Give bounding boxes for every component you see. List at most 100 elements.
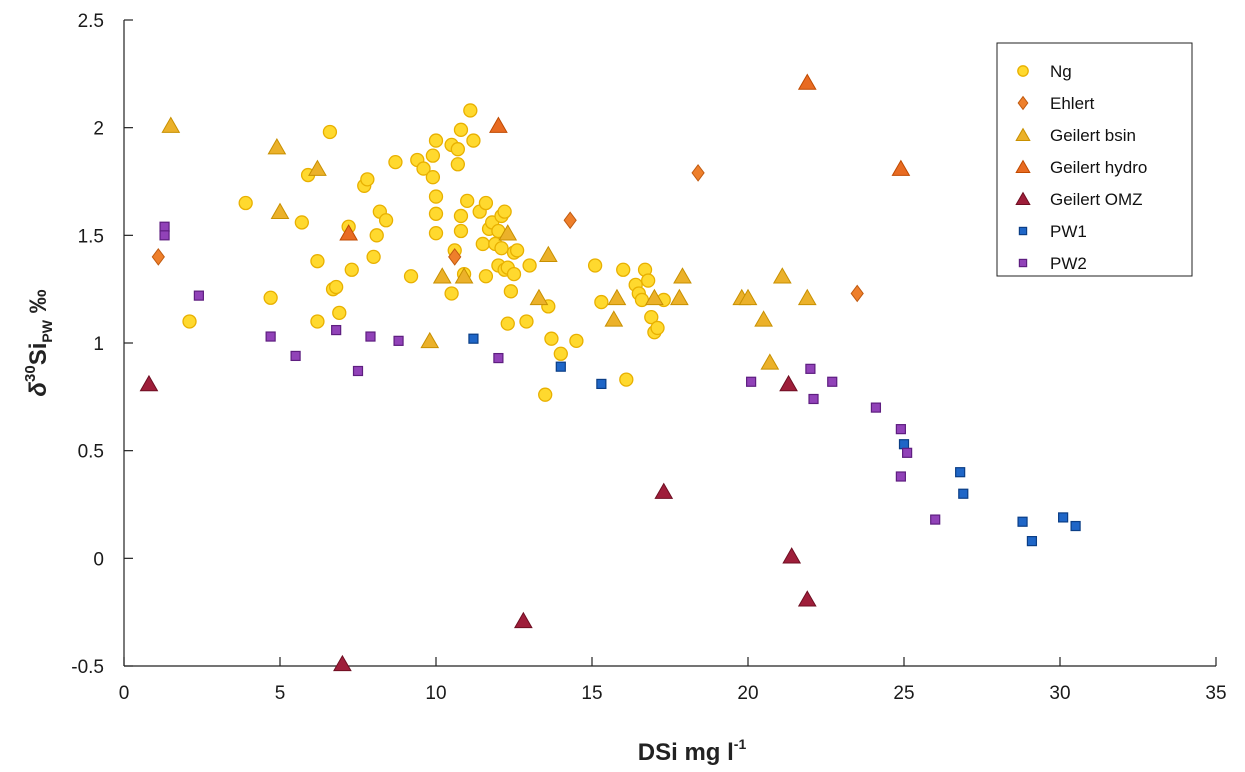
y-axis-title-main: Si <box>25 343 52 366</box>
geilert-bsin-point <box>432 267 452 284</box>
pw1-point <box>555 361 566 372</box>
x-tick-label: 30 <box>1049 683 1070 704</box>
geilert-bsin-point <box>738 288 758 306</box>
ehlert-point <box>448 248 462 266</box>
y-tick-label: 2.5 <box>78 11 104 32</box>
geilert-bsin-point <box>760 353 780 370</box>
geilert-bsin-point <box>673 267 692 284</box>
ng-point <box>329 279 344 295</box>
ng-point <box>478 269 494 284</box>
series-geilert-bsin <box>161 116 817 370</box>
ng-point <box>344 262 359 277</box>
ng-point <box>450 142 465 157</box>
geilert-bsin-point <box>604 310 624 327</box>
y-tick-label: 0.5 <box>78 442 104 463</box>
pw2-point <box>930 514 941 525</box>
pw2-point <box>808 393 819 405</box>
geilert-omz-point <box>654 482 674 499</box>
pw2-point <box>352 365 364 377</box>
ng-point <box>650 320 665 336</box>
legend-marker-ehlert <box>1017 95 1029 111</box>
x-axis-title-superscript: -1 <box>734 736 747 752</box>
legend-label-ng: Ng <box>1050 62 1072 81</box>
ng-point <box>388 154 403 170</box>
ng-point <box>332 305 347 321</box>
ng-point <box>506 266 522 282</box>
x-tick-label: 15 <box>581 683 602 704</box>
pw2-point <box>827 376 838 387</box>
series-geilert-omz <box>139 374 817 672</box>
legend-label-geilert-omz: Geilert OMZ <box>1050 190 1143 209</box>
ng-point <box>460 193 475 209</box>
x-tick-label: 0 <box>119 683 130 704</box>
pw1-point <box>898 439 910 450</box>
ng-point <box>322 124 338 140</box>
geilert-bsin-point <box>498 224 518 241</box>
series-ehlert <box>151 164 864 303</box>
ng-point <box>553 346 568 361</box>
geilert-bsin-point <box>529 288 549 306</box>
geilert-omz-point <box>139 374 159 392</box>
ng-point <box>450 157 465 172</box>
plot-area <box>139 73 1081 672</box>
geilert-bsin-point <box>538 245 558 263</box>
pw2-point <box>493 352 504 364</box>
ng-point <box>238 195 253 211</box>
legend-label-geilert-hydro: Geilert hydro <box>1050 158 1147 177</box>
geilert-bsin-point <box>772 267 792 284</box>
pw2-point <box>193 290 204 301</box>
pw2-point <box>265 331 276 342</box>
ng-point <box>594 294 609 310</box>
pw2-point <box>746 376 757 387</box>
pw1-point <box>1026 536 1038 547</box>
ng-point <box>587 258 603 273</box>
ng-point <box>263 290 278 305</box>
legend-marker-pw2 <box>1018 258 1028 268</box>
ng-point <box>369 228 384 243</box>
legend-label-geilert-bsin: Geilert bsin <box>1050 126 1136 145</box>
y-axis-title: δ30SiPW ‰ <box>22 289 55 396</box>
series-ng <box>182 103 671 402</box>
legend: Ng Ehlert Geilert bsin Geilert hydro Geilert… <box>996 42 1193 277</box>
x-tick-label: 5 <box>275 683 286 704</box>
y-axis-title-subscript: PW <box>39 319 55 342</box>
ng-point <box>294 215 309 230</box>
ng-point <box>428 226 444 241</box>
x-ticks: 0 5 10 15 20 25 30 35 <box>119 657 1227 704</box>
x-tick-label: 35 <box>1205 683 1226 704</box>
ng-point <box>497 204 512 219</box>
ng-point <box>444 286 459 301</box>
ehlert-point <box>850 284 864 303</box>
geilert-bsin-point <box>669 288 689 306</box>
ng-point <box>644 310 659 325</box>
legend-marker-geilert-bsin <box>1015 127 1031 141</box>
ng-point <box>366 249 381 265</box>
ng-point <box>463 103 478 118</box>
ng-point <box>544 331 559 346</box>
ng-point <box>453 223 469 239</box>
geilert-bsin-point <box>161 116 181 133</box>
pw2-point <box>895 471 906 482</box>
y-ticks: -0.5 0 0.5 1 1.5 2 2.5 <box>71 11 133 678</box>
ng-point <box>425 148 441 163</box>
legend-marker-ng <box>1017 65 1029 77</box>
ng-point <box>378 213 394 228</box>
ng-point <box>466 133 481 148</box>
pw1-point <box>958 488 969 499</box>
legend-box <box>996 42 1193 277</box>
x-tick-label: 10 <box>425 683 446 704</box>
geilert-bsin-point <box>308 159 327 176</box>
legend-marker-geilert-omz <box>1015 191 1031 205</box>
geilert-hydro-point <box>489 116 508 133</box>
ng-point <box>453 208 469 224</box>
geilert-bsin-point <box>607 288 627 306</box>
y-tick-label: 1 <box>93 334 104 355</box>
y-tick-label: 0 <box>93 549 104 570</box>
pw1-point <box>596 378 607 390</box>
pw2-point <box>870 402 882 413</box>
ng-point <box>494 241 509 256</box>
ng-point <box>182 314 197 329</box>
pw1-point <box>1017 516 1028 527</box>
ng-point <box>425 170 441 185</box>
pw2-point <box>159 230 170 241</box>
